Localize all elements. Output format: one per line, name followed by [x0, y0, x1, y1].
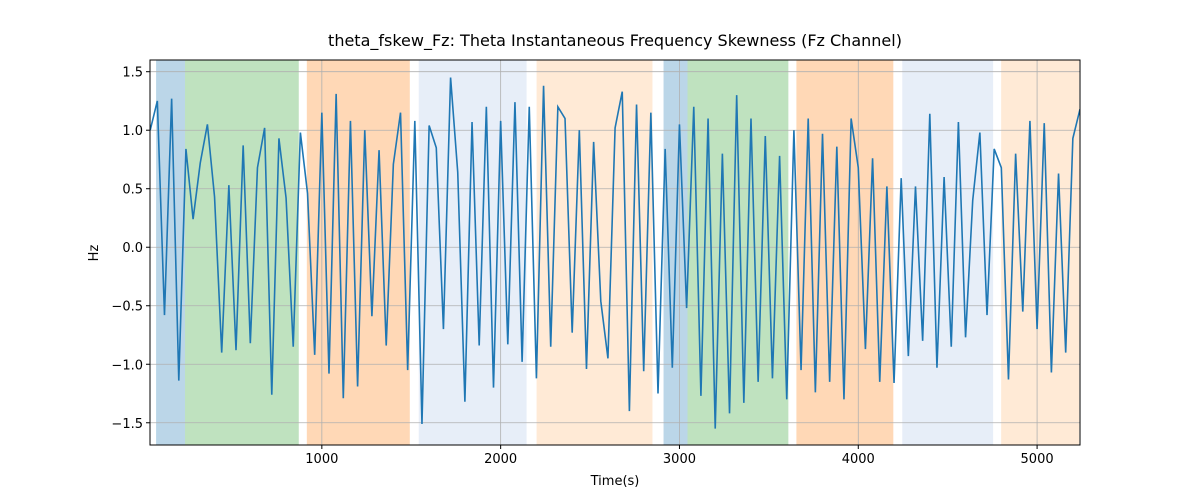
- y-tick-label: 0.5: [122, 183, 143, 198]
- x-tick-label: 2000: [484, 452, 517, 467]
- y-tick-label: −0.5: [111, 300, 143, 315]
- x-tick-label: 1000: [305, 452, 338, 467]
- shaded-span: [185, 60, 299, 445]
- x-tick-label: 4000: [842, 452, 875, 467]
- x-axis-label: Time(s): [590, 474, 640, 489]
- x-tick-label: 3000: [663, 452, 696, 467]
- data-line: [150, 77, 1080, 429]
- y-tick-label: 1.5: [122, 66, 143, 81]
- y-tick-label: −1.0: [111, 358, 143, 373]
- y-axis-label: Hz: [87, 245, 102, 262]
- y-tick-label: −1.5: [111, 417, 143, 432]
- y-tick-label: 1.0: [122, 124, 143, 139]
- chart-title: theta_fskew_Fz: Theta Instantaneous Freq…: [328, 31, 902, 51]
- y-tick-label: 0.0: [122, 241, 143, 256]
- x-tick-label: 5000: [1021, 452, 1054, 467]
- plot-frame: [149, 59, 1081, 446]
